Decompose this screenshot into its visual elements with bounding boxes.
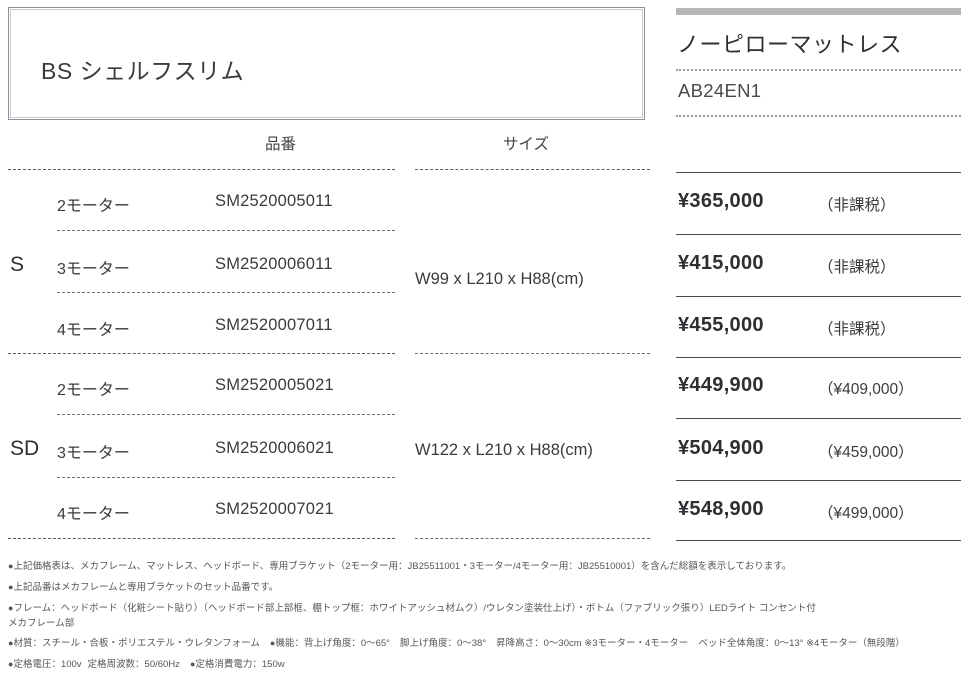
motor-label: 4モーター	[57, 506, 130, 523]
sku-value: SM2520006011	[215, 255, 333, 273]
motor-label: 3モーター	[57, 445, 130, 462]
footnote-item: ●上記価格表は、メカフレーム、マットレス、ヘッドボード、専用ブラケット（2モータ…	[8, 560, 954, 574]
price-note: （¥409,000）	[818, 381, 914, 398]
header-rule-right	[415, 169, 650, 170]
footnote-text: 材質：スチール・合板・ポリエステル・ウレタンフォーム	[13, 638, 260, 650]
price-amount: ¥504,900	[678, 437, 764, 459]
price-note: （非課税）	[818, 321, 896, 338]
footnote-text: メカフレーム部	[8, 618, 75, 630]
motor-label: 4モーター	[57, 322, 130, 339]
footnote-item: ●材質：スチール・合板・ポリエステル・ウレタンフォーム ●機能：背上げ角度：0〜6…	[8, 637, 954, 651]
motor-label: 3モーター	[57, 261, 130, 278]
footnote-text: 定格周波数：50/60Hz	[87, 658, 180, 670]
mattress-panel: ノーピローマットレス AB24EN1 ¥365,000 （非課税） ¥415,0…	[660, 0, 962, 678]
price-note: （非課税）	[818, 259, 896, 276]
column-header-size: サイズ	[503, 136, 550, 153]
price-amount: ¥415,000	[678, 252, 764, 274]
row-rule	[57, 292, 395, 293]
left-panel: BS シェルフスリム 品番 サイズ S W99 x L210 x H88(cm)…	[8, 7, 650, 539]
bullet-icon: ●	[269, 638, 276, 649]
mattress-code: AB24EN1	[678, 80, 762, 101]
price-amount: ¥449,900	[678, 374, 764, 396]
price-amount: ¥548,900	[678, 498, 764, 520]
footnote-item: ●フレーム：ヘッドボード（化粧シート貼り）（ヘッドボード部上部框、棚トップ框：ホ…	[8, 602, 954, 616]
footnote-text: 定格電圧：100v	[13, 658, 82, 670]
row-rule	[57, 414, 395, 415]
price-rule	[676, 357, 961, 358]
price-rule	[676, 480, 961, 481]
sku-value: SM2520007021	[215, 500, 334, 518]
dimension-s: W99 x L210 x H88(cm)	[415, 270, 584, 288]
price-note: （非課税）	[818, 197, 896, 214]
footnote-text: フレーム：ヘッドボード（化粧シート貼り）（ヘッドボード部上部框、棚トップ框：ホワ…	[13, 602, 816, 614]
footnote-text: 機能：背上げ角度：0〜65°	[275, 638, 390, 650]
footnote-item: ●定格電圧：100v 定格周波数：50/60Hz ●定格消費電力：150w	[8, 658, 954, 672]
product-title-box-inner-border	[10, 9, 643, 118]
header-rule-left	[8, 169, 395, 170]
dotted-rule	[676, 115, 961, 117]
price-note: （¥459,000）	[818, 444, 914, 461]
price-amount: ¥455,000	[678, 314, 764, 336]
row-rule	[57, 477, 395, 478]
row-rule	[57, 230, 395, 231]
footnote-item: ●上記品番はメカフレームと専用ブラケットのセット品番です。	[8, 581, 954, 595]
mattress-title: ノーピローマットレス	[677, 32, 903, 57]
price-table-bottom-rule	[676, 540, 961, 541]
group-rule-left	[8, 353, 395, 354]
dimension-sd: W122 x L210 x H88(cm)	[415, 441, 593, 459]
accent-bar	[676, 8, 961, 15]
price-rule	[676, 296, 961, 297]
bullet-icon: ●	[8, 638, 14, 649]
sku-value: SM2520007011	[215, 316, 333, 334]
footnote-continuation: メカフレーム部	[8, 617, 954, 631]
page-title: BS シェルフスリム	[41, 58, 245, 84]
column-header-hinban: 品番	[265, 136, 297, 153]
table-bottom-rule-left	[8, 538, 395, 539]
footnote-text: 上記価格表は、メカフレーム、マットレス、ヘッドボード、専用ブラケット（2モーター…	[13, 561, 792, 572]
price-rule	[676, 172, 961, 173]
sku-value: SM2520006021	[215, 439, 334, 457]
price-note: （¥499,000）	[818, 505, 914, 522]
price-rule	[676, 418, 961, 419]
price-amount: ¥365,000	[678, 190, 764, 212]
motor-label: 2モーター	[57, 198, 130, 215]
footnote-text: 定格消費電力：150w	[195, 658, 285, 670]
footnote-text: 昇降高さ：0〜30cm ※3モーター・4モーター	[496, 638, 689, 650]
motor-label: 2モーター	[57, 382, 130, 399]
bullet-icon: ●	[8, 581, 14, 592]
size-label-s: S	[10, 253, 25, 276]
product-title-box: BS シェルフスリム	[8, 7, 645, 120]
footnote-text: 脚上げ角度：0〜38°	[399, 638, 487, 650]
group-rule-right	[415, 353, 650, 354]
footnote-text: 上記品番はメカフレームと専用ブラケットのセット品番です。	[13, 581, 279, 593]
footnote-text: ベッド全体角度：0〜13° ※4モーター（無段階）	[698, 638, 905, 650]
dotted-rule	[676, 69, 961, 71]
bullet-icon: ●	[189, 658, 196, 669]
bullet-icon: ●	[8, 658, 14, 669]
bullet-icon: ●	[8, 602, 14, 613]
footnotes: ●上記価格表は、メカフレーム、マットレス、ヘッドボード、専用ブラケット（2モータ…	[8, 560, 954, 679]
sku-value: SM2520005011	[215, 192, 333, 210]
size-label-sd: SD	[10, 437, 40, 460]
price-rule	[676, 234, 961, 235]
table-bottom-rule-right	[415, 538, 650, 539]
sku-value: SM2520005021	[215, 376, 334, 394]
bullet-icon: ●	[8, 561, 14, 571]
